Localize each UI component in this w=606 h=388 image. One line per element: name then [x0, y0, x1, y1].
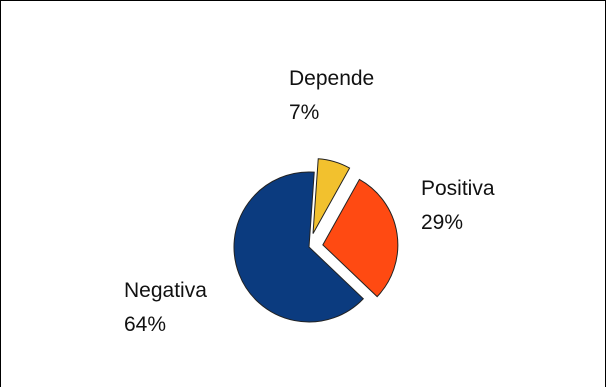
pie-slice-depende [312, 158, 351, 234]
pie-slices-layer [233, 158, 399, 323]
pie-slice-negativa [233, 171, 365, 323]
slice-label-depende: Depende [289, 67, 374, 90]
slice-label-positiva: Positiva [421, 177, 495, 200]
slice-percent-negativa: 64% [124, 313, 166, 336]
slice-percent-depende: 7% [289, 101, 319, 124]
slice-percent-positiva: 29% [421, 211, 463, 234]
pie-slice-positiva [322, 178, 399, 298]
pie-labels-layer: Depende 7% Positiva 29% Negativa 64% [124, 67, 495, 336]
slice-label-negativa: Negativa [124, 279, 207, 302]
